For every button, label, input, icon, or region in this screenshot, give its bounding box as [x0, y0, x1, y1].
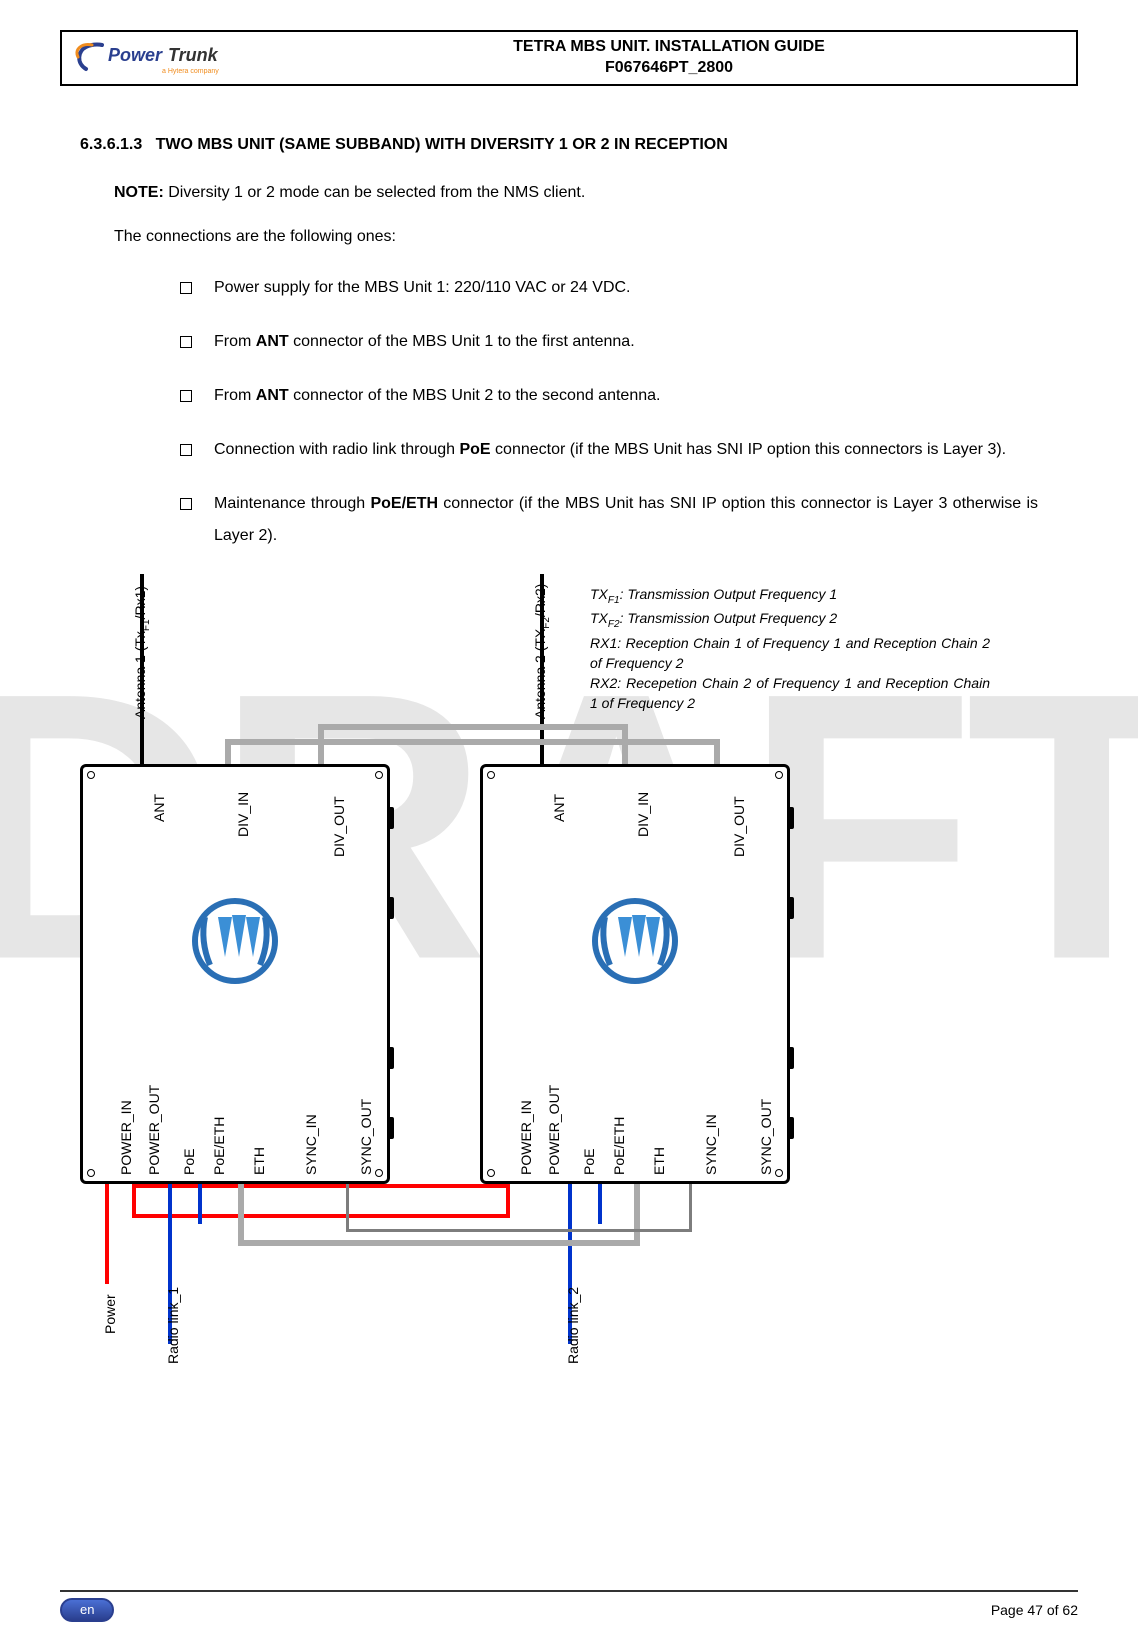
- mbs-unit-1: ANT DIV_IN DIV_OUT POWER_IN POWER_OUT Po…: [80, 764, 390, 1184]
- unit-logo-icon: [580, 887, 690, 992]
- power-wire: [105, 1184, 109, 1284]
- note-text: Diversity 1 or 2 mode can be selected fr…: [168, 184, 585, 201]
- powertrunk-logo: Power Trunk a Hytera company: [72, 41, 242, 75]
- section-title: TWO MBS UNIT (SAME SUBBAND) WITH DIVERSI…: [156, 136, 728, 153]
- svg-text:Power: Power: [108, 45, 163, 65]
- port-label: PoE/ETH: [211, 1117, 227, 1175]
- power-wire: [506, 1184, 510, 1218]
- port-label: ETH: [651, 1147, 667, 1175]
- lang-pill: en: [60, 1598, 114, 1622]
- port-label: ETH: [251, 1147, 267, 1175]
- sync-wire: [346, 1229, 692, 1232]
- poe-eth-wire: [198, 1184, 202, 1224]
- port-label: DIV_IN: [635, 792, 651, 837]
- power-label: Power: [102, 1294, 118, 1334]
- port-label: ANT: [151, 794, 167, 822]
- content: 6.3.6.1.3 TWO MBS UNIT (SAME SUBBAND) WI…: [60, 86, 1078, 1384]
- port-label: SYNC_OUT: [758, 1099, 774, 1175]
- svg-text:Trunk: Trunk: [168, 45, 219, 65]
- section-number: 6.3.6.1.3: [80, 136, 142, 153]
- port-label: POWER_OUT: [546, 1085, 562, 1175]
- port-label: DIV_OUT: [731, 796, 747, 857]
- port-label: PoE/ETH: [611, 1117, 627, 1175]
- section-heading: 6.3.6.1.3 TWO MBS UNIT (SAME SUBBAND) WI…: [80, 136, 1058, 154]
- header-bar: Power Trunk a Hytera company TETRA MBS U…: [60, 30, 1078, 86]
- radio1-label: Radio link_1: [165, 1287, 181, 1364]
- eth-wire: [238, 1184, 244, 1244]
- bullet-item: From ANT connector of the MBS Unit 2 to …: [180, 380, 1038, 412]
- intro-text: The connections are the following ones:: [114, 228, 1058, 246]
- header-title: TETRA MBS UNIT. INSTALLATION GUIDE F0676…: [262, 37, 1076, 79]
- title-line1: TETRA MBS UNIT. INSTALLATION GUIDE: [262, 37, 1076, 58]
- bullet-item: From ANT connector of the MBS Unit 1 to …: [180, 326, 1038, 358]
- bullet-item: Power supply for the MBS Unit 1: 220/110…: [180, 272, 1038, 304]
- eth-wire: [238, 1240, 640, 1246]
- radio2-label: Radio link_2: [565, 1287, 581, 1364]
- power-wire: [132, 1214, 510, 1218]
- eth-wire: [634, 1184, 640, 1246]
- bullet-list: Power supply for the MBS Unit 1: 220/110…: [180, 272, 1038, 552]
- note-line: NOTE: Diversity 1 or 2 mode can be selec…: [114, 184, 1058, 202]
- logo-tagline: a Hytera company: [162, 68, 219, 75]
- bullet-item: Connection with radio link through PoE c…: [180, 434, 1038, 466]
- note-label: NOTE:: [114, 184, 164, 201]
- port-label: SYNC_IN: [303, 1114, 319, 1175]
- port-label: POWER_OUT: [146, 1085, 162, 1175]
- port-label: SYNC_OUT: [358, 1099, 374, 1175]
- port-label: PoE: [181, 1149, 197, 1175]
- unit-logo-icon: [180, 887, 290, 992]
- mbs-unit-2: ANT DIV_IN DIV_OUT POWER_IN POWER_OUT Po…: [480, 764, 790, 1184]
- antenna1-line: [140, 574, 144, 764]
- poe-eth-wire: [598, 1184, 602, 1224]
- title-line2: F067646PT_2800: [262, 58, 1076, 79]
- port-label: SYNC_IN: [703, 1114, 719, 1175]
- port-label: POWER_IN: [518, 1100, 534, 1175]
- port-label: DIV_IN: [235, 792, 251, 837]
- bullet-item: Maintenance through PoE/ETH connector (i…: [180, 488, 1038, 552]
- port-label: POWER_IN: [118, 1100, 134, 1175]
- page: DRAFT Power Trunk a Hytera company TETRA…: [0, 0, 1138, 1652]
- connection-diagram: Antenna 1 (TxF1/Rx1) Antenna 2 (TXF2/Rx2…: [80, 564, 1058, 1384]
- port-label: ANT: [551, 794, 567, 822]
- power-wire: [132, 1184, 136, 1214]
- antenna2-line: [540, 574, 544, 764]
- sync-wire: [346, 1184, 349, 1232]
- page-number: Page 47 of 62: [991, 1602, 1078, 1618]
- legend-box: TXF1: Transmission Output Frequency 1 TX…: [590, 584, 990, 714]
- power-wire: [132, 1184, 510, 1188]
- sync-wire: [689, 1184, 692, 1232]
- port-label: PoE: [581, 1149, 597, 1175]
- port-label: DIV_OUT: [331, 796, 347, 857]
- logo-cell: Power Trunk a Hytera company: [62, 37, 262, 79]
- footer: en Page 47 of 62: [60, 1590, 1078, 1622]
